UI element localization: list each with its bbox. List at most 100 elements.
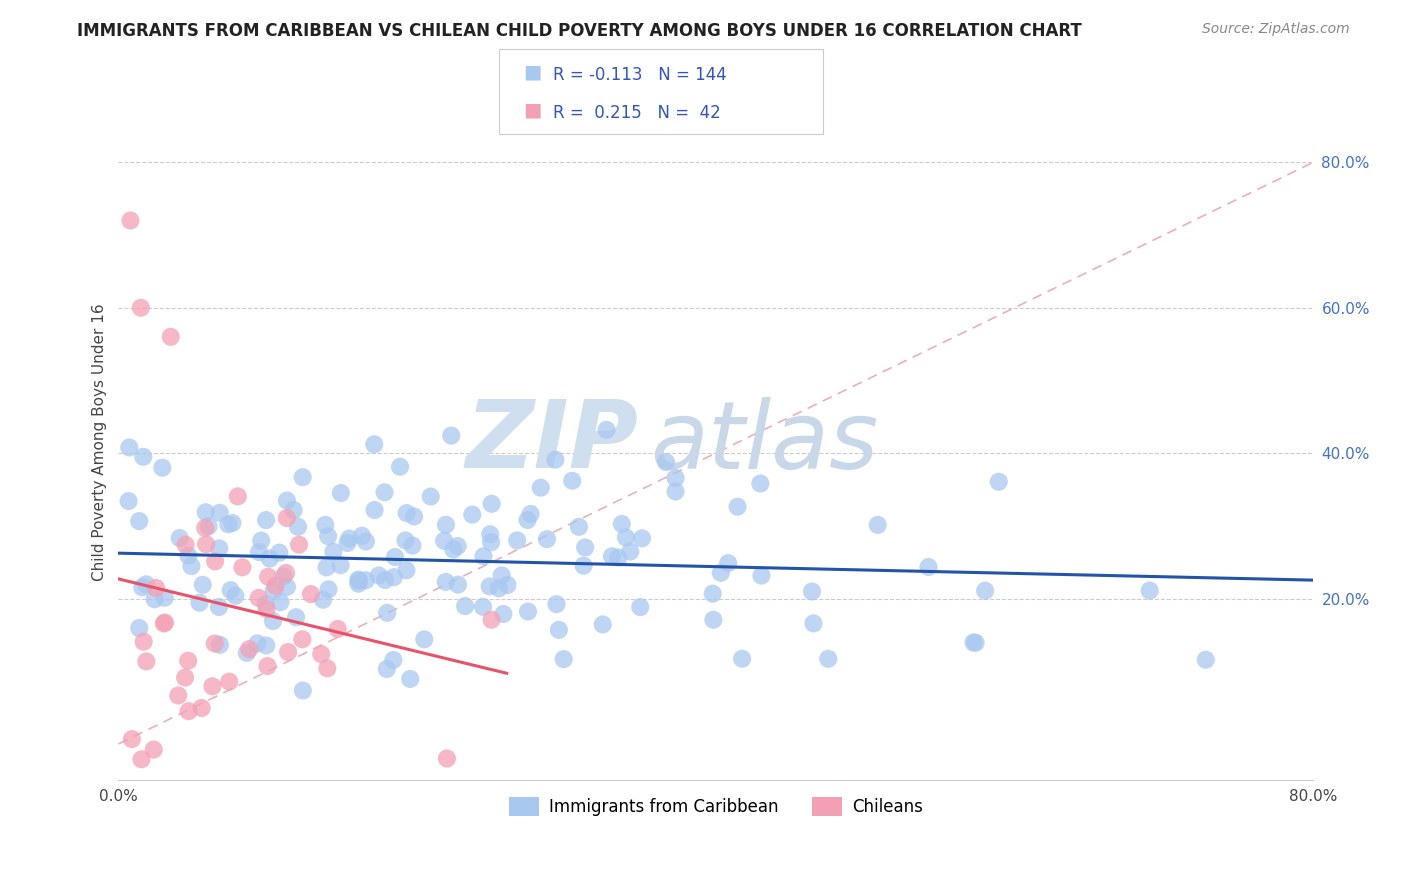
- Point: [287, 520, 309, 534]
- Point: [190, 701, 212, 715]
- Point: [269, 546, 291, 560]
- Point: [350, 529, 373, 543]
- Point: [454, 599, 477, 613]
- Point: [254, 639, 277, 653]
- Point: [177, 704, 200, 718]
- Point: [553, 652, 575, 666]
- Point: [219, 583, 242, 598]
- Text: ZIP: ZIP: [465, 396, 638, 488]
- Point: [384, 549, 406, 564]
- Point: [803, 616, 825, 631]
- Point: [291, 470, 314, 484]
- Point: [276, 511, 298, 525]
- Point: [702, 587, 724, 601]
- Point: [375, 606, 398, 620]
- Point: [749, 476, 772, 491]
- Point: [801, 584, 824, 599]
- Point: [519, 507, 541, 521]
- Point: [866, 517, 889, 532]
- Point: [419, 490, 441, 504]
- Point: [153, 591, 176, 605]
- Point: [373, 485, 395, 500]
- Point: [167, 689, 190, 703]
- Point: [600, 549, 623, 564]
- Point: [461, 508, 484, 522]
- Point: [247, 591, 270, 605]
- Point: [316, 529, 339, 543]
- Point: [479, 527, 502, 541]
- Point: [481, 497, 503, 511]
- Point: [382, 570, 405, 584]
- Point: [517, 605, 540, 619]
- Point: [208, 541, 231, 556]
- Point: [363, 503, 385, 517]
- Point: [572, 558, 595, 573]
- Point: [536, 532, 558, 546]
- Point: [259, 551, 281, 566]
- Point: [322, 545, 344, 559]
- Point: [479, 535, 502, 549]
- Point: [347, 573, 370, 587]
- Point: [561, 474, 583, 488]
- Point: [546, 597, 568, 611]
- Point: [131, 752, 153, 766]
- Point: [135, 654, 157, 668]
- Point: [619, 544, 641, 558]
- Point: [491, 568, 513, 582]
- Point: [404, 509, 426, 524]
- Point: [254, 597, 277, 611]
- Point: [121, 732, 143, 747]
- Point: [974, 583, 997, 598]
- Point: [204, 636, 226, 650]
- Point: [314, 517, 336, 532]
- Point: [717, 556, 740, 570]
- Point: [247, 545, 270, 559]
- Point: [574, 541, 596, 555]
- Point: [440, 428, 463, 442]
- Point: [962, 635, 984, 649]
- Text: IMMIGRANTS FROM CARIBBEAN VS CHILEAN CHILD POVERTY AMONG BOYS UNDER 16 CORRELATI: IMMIGRANTS FROM CARIBBEAN VS CHILEAN CHI…: [77, 22, 1083, 40]
- Point: [276, 493, 298, 508]
- Point: [143, 592, 166, 607]
- Point: [264, 579, 287, 593]
- Point: [274, 566, 297, 580]
- Point: [375, 662, 398, 676]
- Text: atlas: atlas: [650, 397, 879, 488]
- Point: [447, 577, 470, 591]
- Point: [394, 533, 416, 548]
- Point: [530, 481, 553, 495]
- Point: [250, 533, 273, 548]
- Point: [299, 587, 322, 601]
- Point: [257, 570, 280, 584]
- Point: [177, 549, 200, 563]
- Point: [516, 513, 538, 527]
- Point: [291, 632, 314, 647]
- Point: [817, 652, 839, 666]
- Point: [217, 517, 239, 532]
- Point: [329, 558, 352, 573]
- Point: [208, 506, 231, 520]
- Point: [273, 569, 295, 583]
- Point: [153, 615, 176, 630]
- Point: [395, 563, 418, 577]
- Point: [197, 519, 219, 533]
- Point: [277, 645, 299, 659]
- Point: [374, 573, 396, 587]
- Point: [195, 537, 218, 551]
- Point: [153, 616, 176, 631]
- Text: ■: ■: [523, 101, 541, 120]
- Point: [628, 600, 651, 615]
- Point: [506, 533, 529, 548]
- Point: [318, 582, 340, 597]
- Point: [354, 574, 377, 588]
- Point: [337, 532, 360, 546]
- Point: [120, 213, 142, 227]
- Point: [1139, 583, 1161, 598]
- Point: [568, 520, 591, 534]
- Point: [488, 582, 510, 596]
- Text: ■: ■: [523, 62, 541, 81]
- Point: [128, 514, 150, 528]
- Point: [354, 534, 377, 549]
- Point: [382, 653, 405, 667]
- Point: [174, 538, 197, 552]
